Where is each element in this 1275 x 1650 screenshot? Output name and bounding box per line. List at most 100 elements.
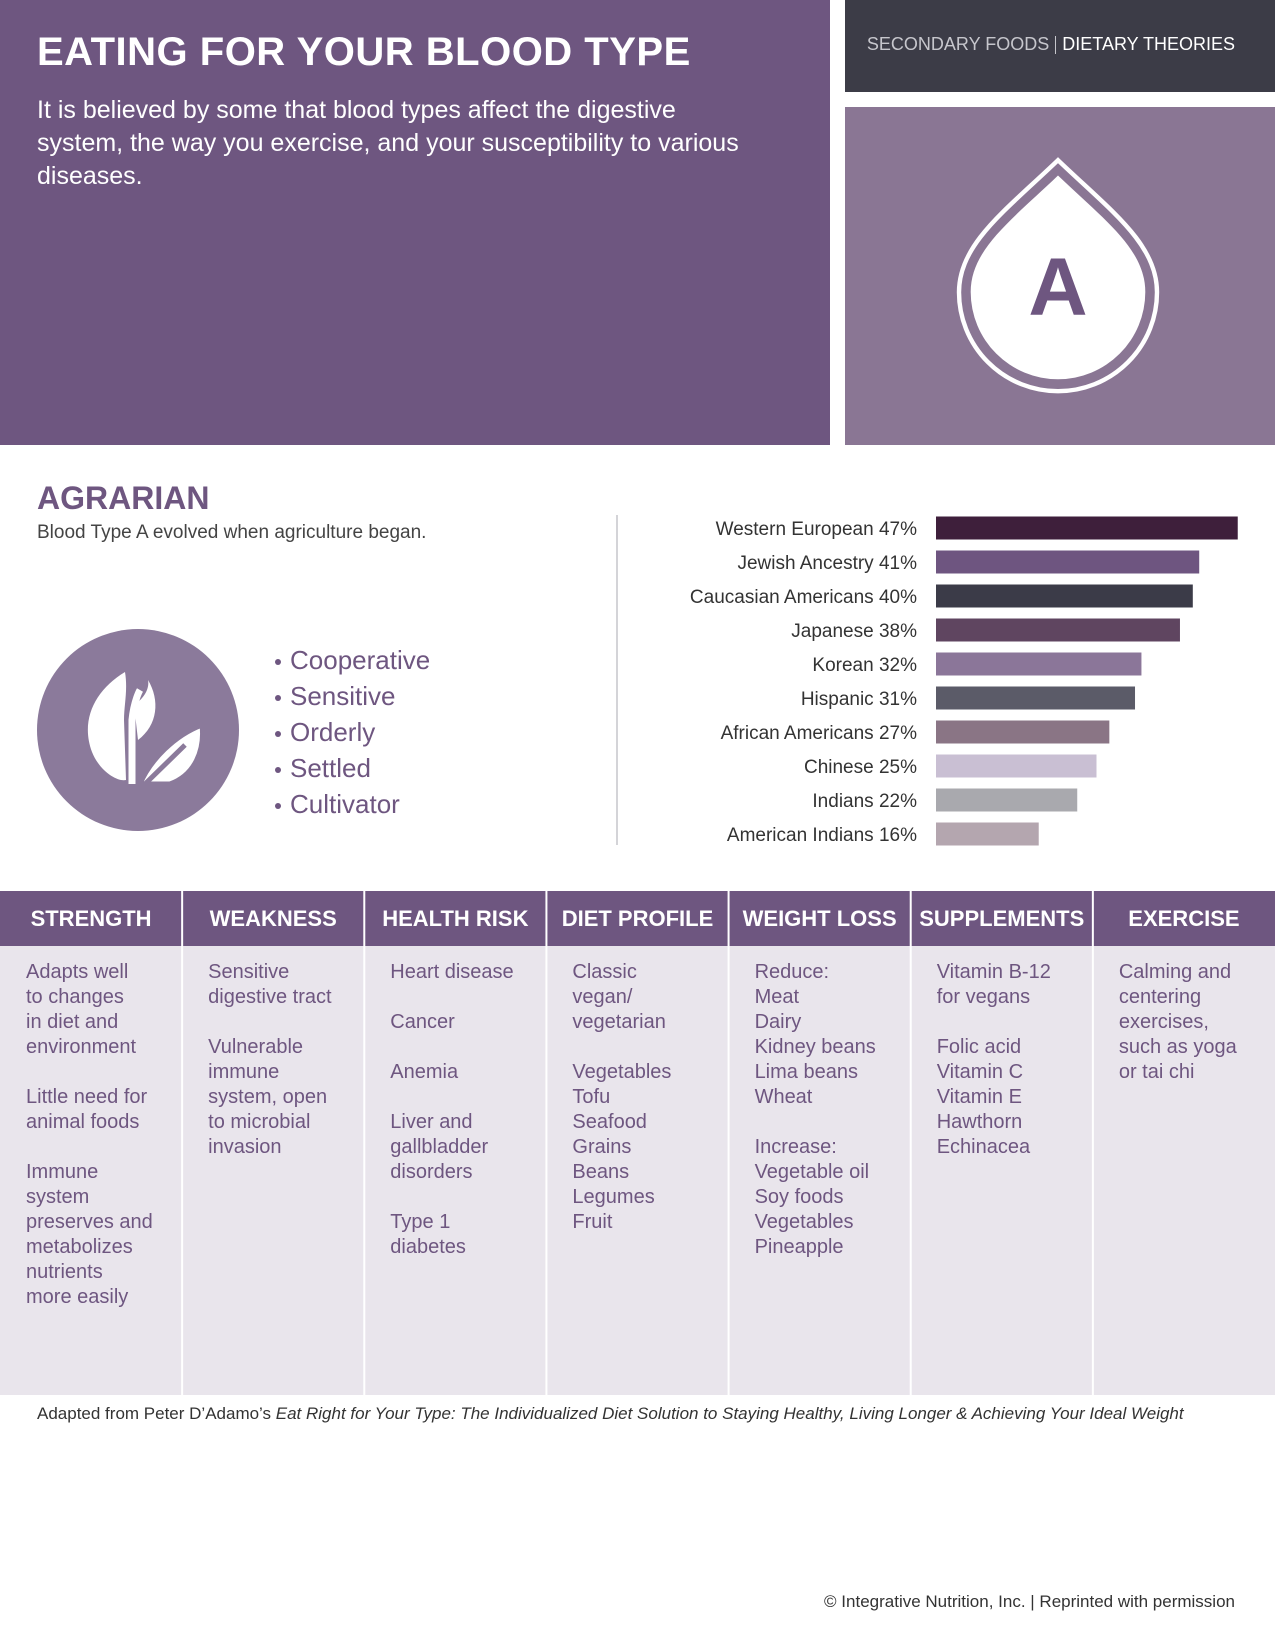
cell-line: Vegetables	[572, 1061, 672, 1083]
cell-line: Liver and	[390, 1111, 473, 1133]
cell-line: digestive tract	[208, 986, 332, 1008]
cell-line: Vitamin C	[936, 1061, 1024, 1083]
cell-line: gallbladder	[390, 1136, 489, 1158]
cell-block: Vegetables Tofu Seafood Grains Beans Legumes F…	[572, 1060, 724, 1235]
table-cell: Heart disease Cancer Anemia Liver and gallbl…	[390, 960, 542, 1285]
trait: Settled	[275, 753, 371, 784]
bar	[936, 720, 1110, 744]
cell-line: Lima beans	[754, 1061, 858, 1083]
bar	[936, 686, 1136, 710]
category-label: Indians	[812, 791, 873, 812]
nav: SECONDARY FOODS DIETARY THEORIES	[867, 34, 1235, 55]
cell-block: Increase: Vegetable oil Soy foods Vegetable…	[755, 1135, 907, 1260]
cell-line: Sensitive	[208, 961, 290, 983]
table-cell: Reduce: Meat Dairy Kidney beans Lima beans Wh…	[755, 960, 907, 1285]
cell-block: Liver and gallbladder disorders	[390, 1110, 542, 1185]
cell-line: Meat	[754, 986, 800, 1008]
table-body-band	[0, 946, 1275, 1395]
value-label: 16%	[879, 825, 917, 846]
value-label: 38%	[879, 621, 917, 642]
section-text: Blood Type A evolved when agriculture be…	[37, 522, 427, 543]
cell-line: to microbial	[208, 1111, 311, 1133]
bar-label: Japanese 38%	[791, 621, 917, 642]
cell-line: disorders	[390, 1161, 473, 1183]
bullet	[275, 659, 281, 666]
cell-line: Hawthorn	[936, 1111, 1023, 1133]
value-label: 32%	[879, 655, 917, 676]
cell-line: Grains	[572, 1136, 632, 1158]
bar	[936, 754, 1097, 778]
column-header: SUPPLEMENTS	[919, 906, 1085, 931]
category-label: Chinese	[804, 757, 874, 778]
cell-block: Cancer	[390, 1010, 542, 1035]
cell-line: Anemia	[390, 1061, 459, 1083]
cell-line: Vulnerable	[208, 1036, 304, 1058]
column-header: EXERCISE	[1128, 906, 1240, 931]
subtitle: It is believed by some that blood types …	[37, 96, 739, 190]
cell-line: Adapts well	[26, 961, 129, 983]
cell-line: environment	[26, 1036, 137, 1058]
cell-line: centering	[1118, 986, 1202, 1008]
cell-block: Adapts well to changes in diet and environm…	[26, 960, 178, 1060]
cell-block: Sensitive digestive tract	[208, 960, 360, 1010]
category-label: American Indians	[727, 825, 874, 846]
cell-line: Vegetable oil	[754, 1161, 870, 1183]
table-header-band	[0, 891, 1275, 946]
cell-block: Heart disease	[390, 960, 542, 985]
bullet	[275, 803, 281, 810]
table-cell: Sensitive digestive tract Vulnerable immune…	[208, 960, 360, 1185]
cell-line: immune	[208, 1061, 280, 1083]
trait-text: Orderly	[290, 717, 376, 747]
cell-block: Anemia	[390, 1060, 542, 1085]
column-header: DIET PROFILE	[561, 906, 714, 931]
bar-label: Caucasian Americans 40%	[690, 587, 917, 608]
cell-block: Type 1 diabetes	[390, 1210, 542, 1260]
copyright: © Integrative Nutrition, Inc. | Reprinte…	[824, 1592, 1235, 1611]
bar	[936, 618, 1180, 642]
bar	[936, 652, 1142, 676]
cell-line: more easily	[26, 1286, 129, 1308]
nav-panel	[845, 0, 1275, 92]
cell-line: Echinacea	[936, 1136, 1031, 1158]
value-label: 22%	[879, 791, 917, 812]
source-prefix: Adapted from Peter D’Adamo’s	[37, 1404, 272, 1423]
cell-line: vegan/	[572, 986, 633, 1008]
trait-text: Cooperative	[290, 645, 431, 675]
cell-line: vegetarian	[572, 1011, 666, 1033]
trait-text: Sensitive	[290, 681, 396, 711]
cell-line: in diet and	[26, 1011, 119, 1033]
header-panel	[0, 0, 830, 445]
cell-block: Classic vegan/vegetarian	[572, 960, 724, 1035]
bar-label: Hispanic 31%	[801, 689, 917, 710]
bar-label: Jewish Ancestry 41%	[737, 553, 917, 574]
bar-label: Korean 32%	[812, 655, 917, 676]
cell-line: Cancer	[390, 1011, 455, 1033]
trait: Cooperative	[275, 645, 430, 676]
value-label: 31%	[879, 689, 917, 710]
trait: Sensitive	[275, 681, 396, 712]
cell-line: diabetes	[390, 1236, 466, 1258]
column-header: WEIGHT LOSS	[742, 906, 897, 931]
table-cell: Vitamin B-12 for vegans Folic acid Vitamin …	[937, 960, 1089, 1185]
cell-line: Classic	[572, 961, 637, 983]
bullet	[275, 695, 281, 702]
cell-line: or tai chi	[1118, 1061, 1195, 1083]
leaf-icon	[37, 629, 239, 831]
value-label: 41%	[879, 553, 917, 574]
bar-label: Indians 22%	[812, 791, 917, 812]
value-label: 40%	[879, 587, 917, 608]
cell-line: system	[26, 1186, 90, 1208]
bar-label: American Indians 16%	[727, 825, 917, 846]
category-label: Japanese	[791, 621, 873, 642]
cell-line: Calming and	[1118, 961, 1232, 983]
nav-item: DIETARY THEORIES	[1062, 34, 1235, 54]
cell-line: Seafood	[572, 1111, 647, 1133]
cell-line: metabolizes	[26, 1236, 133, 1258]
cell-line: Little need for	[26, 1086, 148, 1108]
cell-line: Legumes	[572, 1186, 655, 1208]
column-header: STRENGTH	[30, 906, 152, 931]
cell-line: Fruit	[572, 1211, 613, 1233]
cell-line: Pineapple	[754, 1236, 844, 1258]
